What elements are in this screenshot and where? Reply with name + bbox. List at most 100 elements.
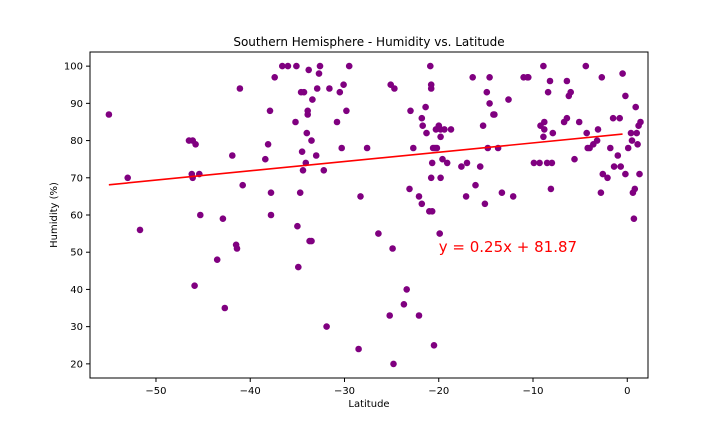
data-point xyxy=(390,360,397,368)
data-point xyxy=(430,342,438,349)
data-point xyxy=(525,74,532,81)
data-point xyxy=(323,323,330,330)
data-point xyxy=(403,286,411,293)
data-point xyxy=(616,114,623,122)
data-point xyxy=(105,111,113,118)
y-tick-label: 60 xyxy=(70,211,83,222)
data-point xyxy=(575,118,583,126)
data-point xyxy=(541,118,548,126)
data-point xyxy=(447,126,455,133)
data-point xyxy=(305,66,313,74)
y-tick-label: 30 xyxy=(70,322,83,333)
x-tick-label: 0 xyxy=(624,386,630,397)
data-point xyxy=(345,62,353,70)
data-point xyxy=(428,208,436,215)
data-point xyxy=(544,88,552,96)
data-point xyxy=(410,144,417,152)
data-point xyxy=(308,137,315,144)
data-point xyxy=(563,114,571,122)
data-point xyxy=(300,88,308,96)
x-tick-label: −40 xyxy=(240,386,261,397)
regression-line xyxy=(108,133,623,186)
data-point xyxy=(400,301,408,308)
data-point xyxy=(619,70,626,77)
data-point xyxy=(476,163,484,170)
data-point xyxy=(543,159,551,167)
y-tick-label: 40 xyxy=(70,285,83,296)
data-point xyxy=(407,107,414,115)
data-point xyxy=(633,129,640,137)
data-point xyxy=(598,74,606,81)
data-point xyxy=(599,170,607,178)
data-point xyxy=(355,345,362,353)
data-point xyxy=(336,88,344,96)
data-point xyxy=(428,159,436,167)
data-point xyxy=(593,137,601,144)
chart-title: Southern Hemisphere - Humidity vs. Latit… xyxy=(233,35,504,49)
data-point xyxy=(233,245,241,252)
data-point xyxy=(427,174,435,182)
data-point xyxy=(312,152,320,159)
data-point xyxy=(624,144,632,152)
data-point xyxy=(315,70,323,77)
data-point xyxy=(267,189,275,196)
data-point xyxy=(481,200,489,208)
data-point xyxy=(192,141,199,148)
data-point xyxy=(509,193,517,200)
y-axis: 20 30 40 50 60 70 80 90 100 xyxy=(64,62,90,370)
data-point xyxy=(491,111,498,118)
data-point xyxy=(614,152,622,159)
data-point xyxy=(415,193,423,200)
data-point xyxy=(219,215,227,222)
data-point xyxy=(422,103,429,111)
data-point xyxy=(631,185,639,193)
data-point xyxy=(472,181,479,189)
data-point xyxy=(197,211,204,219)
regression-equation: y = 0.25x + 81.87 xyxy=(439,238,577,256)
y-tick-label: 70 xyxy=(70,173,83,184)
data-point xyxy=(637,118,644,126)
data-point xyxy=(333,118,341,126)
data-point xyxy=(628,137,636,144)
plot-frame xyxy=(89,51,649,379)
y-axis-label: Humidity (%) xyxy=(49,182,60,248)
data-point xyxy=(436,230,444,237)
y-tick-label: 90 xyxy=(70,99,83,110)
x-tick-label: −50 xyxy=(145,386,166,397)
data-point xyxy=(295,263,302,271)
data-point xyxy=(630,215,638,222)
data-point xyxy=(418,114,426,122)
data-point xyxy=(221,304,229,312)
data-point xyxy=(607,144,614,152)
data-point xyxy=(609,114,617,122)
data-point xyxy=(239,181,246,189)
data-point xyxy=(292,118,299,126)
data-point xyxy=(486,74,493,81)
data-point xyxy=(636,170,643,178)
data-point xyxy=(386,312,394,319)
data-point xyxy=(479,122,487,129)
data-point xyxy=(279,62,286,70)
data-point xyxy=(547,185,555,193)
data-point xyxy=(548,159,556,167)
data-point xyxy=(363,144,371,152)
data-point xyxy=(622,92,629,100)
data-point xyxy=(463,159,471,167)
plot-area: y = 0.25x + 81.87 xyxy=(89,51,649,379)
data-point xyxy=(136,226,144,234)
data-point xyxy=(303,129,311,137)
data-point xyxy=(458,163,465,170)
data-point xyxy=(309,96,316,103)
data-point xyxy=(541,126,548,133)
data-point xyxy=(622,170,629,178)
data-point xyxy=(391,85,398,92)
x-tick-label: −10 xyxy=(522,386,543,397)
data-point xyxy=(632,103,639,111)
data-point xyxy=(313,85,321,92)
data-point xyxy=(320,167,328,174)
data-point xyxy=(546,77,554,85)
data-point xyxy=(293,62,300,70)
data-point xyxy=(610,163,618,170)
data-point xyxy=(267,211,275,219)
